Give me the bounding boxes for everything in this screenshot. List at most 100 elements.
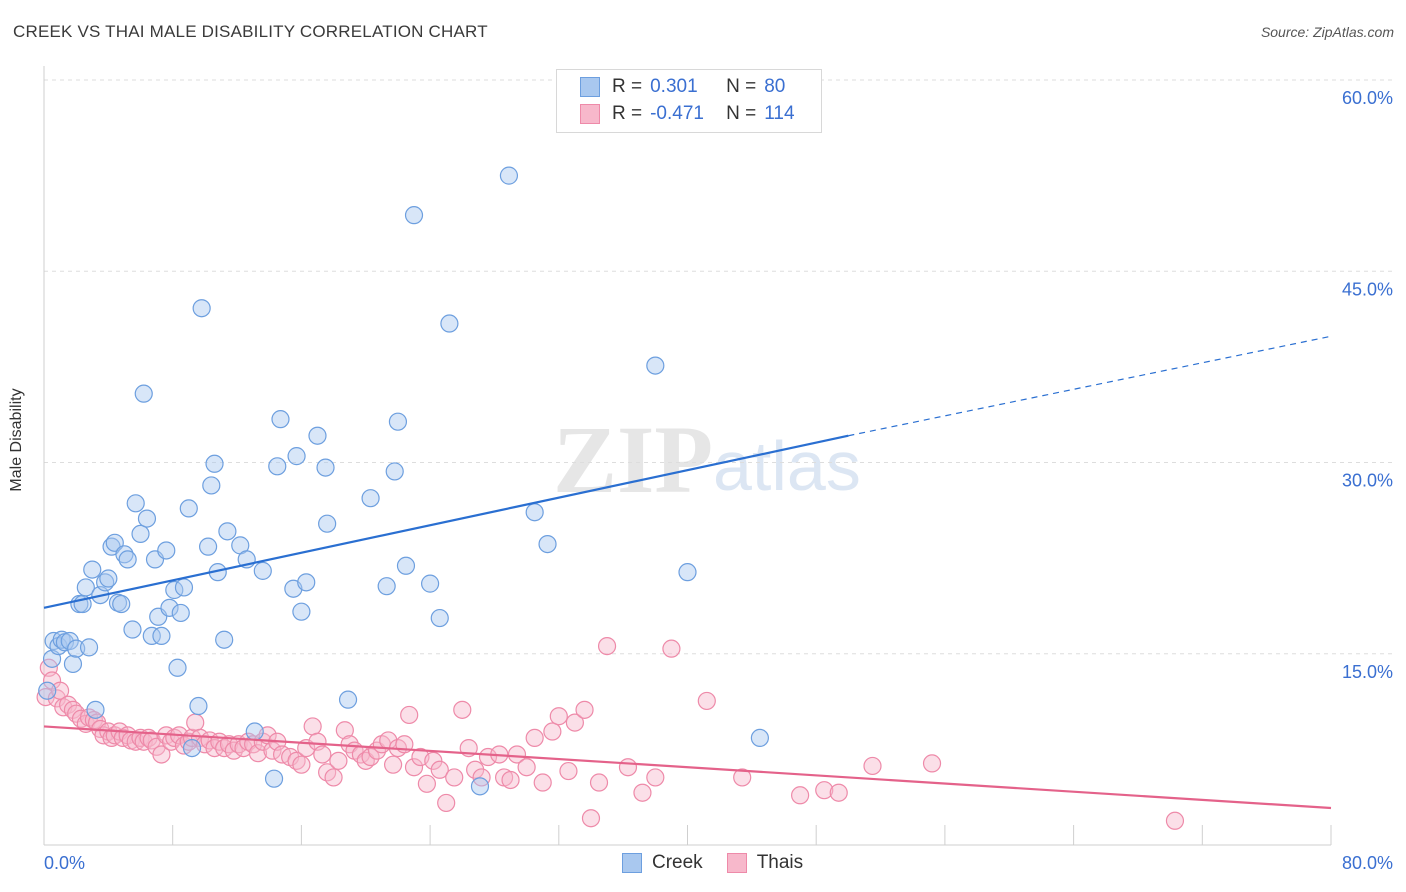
creek-swatch: [580, 77, 600, 97]
thais-point: [517, 758, 536, 777]
thais-point: [1165, 811, 1185, 830]
thais-point: [186, 713, 205, 732]
thais-point: [417, 774, 436, 793]
thais-point: [662, 639, 681, 658]
thais-point: [589, 773, 609, 792]
n-label: N =: [726, 103, 757, 124]
thais-point: [646, 768, 665, 787]
creek-point: [264, 769, 284, 788]
thais-trend-line: [43, 725, 1332, 810]
r-label: R =: [612, 76, 643, 97]
creek-point: [538, 534, 557, 554]
creek-point: [430, 608, 449, 628]
thais-point: [543, 722, 562, 741]
creek-point: [182, 738, 202, 758]
thais-point: [324, 768, 343, 787]
thais-point: [791, 786, 810, 805]
thais-point: [697, 691, 716, 711]
creek-point: [388, 412, 408, 431]
legend-item-thais: Thais: [726, 852, 803, 874]
thais-point: [597, 636, 617, 656]
thais-point: [303, 717, 322, 736]
creek-point: [137, 509, 157, 528]
thais-point: [430, 760, 449, 779]
thais-point: [478, 747, 498, 767]
thais-swatch: [726, 853, 747, 873]
creek-point: [525, 503, 544, 522]
thais-point: [525, 728, 544, 748]
thais-point: [424, 751, 443, 770]
thais-point: [633, 783, 652, 802]
creek-point: [79, 638, 99, 657]
creek-point: [440, 314, 459, 333]
thais-point: [329, 751, 348, 770]
creek-point: [160, 598, 179, 617]
correlation-legend: R = 0.301 N = 80 R = -0.471 N = 114: [556, 69, 822, 133]
creek-point: [245, 722, 264, 741]
creek-point: [38, 681, 57, 700]
creek-point: [287, 447, 306, 466]
thais-point: [445, 768, 464, 787]
creek-point: [385, 462, 404, 481]
creek-point: [253, 561, 272, 580]
trend-lines: [43, 335, 1332, 810]
creek-point: [499, 166, 519, 185]
thais-point: [248, 744, 268, 763]
creek-trend-extension: [848, 335, 1332, 437]
thais-swatch: [580, 104, 600, 124]
thais-point: [559, 761, 578, 781]
creek-point: [179, 499, 198, 518]
thais-point: [152, 745, 171, 764]
creek-point: [126, 494, 145, 513]
creek-swatch: [622, 853, 642, 873]
r-value: -0.471: [650, 103, 704, 124]
y-tick-label: 15.0%: [1342, 662, 1393, 682]
n-label: N =: [726, 76, 757, 97]
creek-point: [268, 457, 287, 476]
creek-point: [192, 299, 211, 318]
thais-point: [863, 756, 882, 776]
creek-point: [131, 524, 150, 544]
creek-point: [67, 639, 86, 658]
creek-trend-line: [43, 434, 849, 609]
thais-point: [533, 773, 552, 792]
series-thais: [36, 636, 1185, 830]
creek-point: [297, 573, 316, 592]
r-value: 0.301: [650, 76, 698, 97]
thais-point: [815, 781, 834, 800]
creek-point: [396, 556, 416, 575]
creek-point: [123, 620, 142, 639]
creek-point: [189, 696, 208, 716]
creek-point: [338, 690, 358, 709]
thais-point: [507, 745, 527, 764]
watermark-zip: ZIP: [553, 406, 713, 513]
thais-point: [565, 713, 584, 732]
thais-point: [549, 707, 568, 726]
creek-point: [174, 578, 194, 597]
x-tick-labels: 0.0% 80.0%: [44, 853, 1393, 873]
creek-point: [134, 384, 153, 403]
thais-point: [313, 745, 332, 764]
creek-point: [205, 454, 224, 473]
thais-point: [335, 721, 354, 740]
creek-point: [308, 426, 327, 445]
creek-point: [215, 630, 234, 649]
series-creek: [38, 166, 769, 796]
creek-point: [318, 514, 337, 533]
thais-point: [922, 754, 942, 773]
creek-point: [421, 574, 440, 593]
y-tick-label: 45.0%: [1342, 279, 1393, 299]
y-tick-labels: 15.0% 30.0% 45.0% 60.0%: [1342, 88, 1393, 682]
creek-point: [171, 603, 190, 623]
thais-point: [501, 770, 520, 790]
creek-point: [678, 563, 697, 582]
creek-point: [198, 537, 218, 556]
y-tick-label: 60.0%: [1342, 88, 1393, 108]
watermark-atlas: atlas: [713, 427, 861, 505]
creek-point: [99, 569, 118, 588]
creek-point: [115, 545, 134, 564]
y-axis-label: Male Disability: [8, 388, 25, 492]
creek-point: [142, 626, 161, 646]
creek-point: [361, 489, 380, 508]
